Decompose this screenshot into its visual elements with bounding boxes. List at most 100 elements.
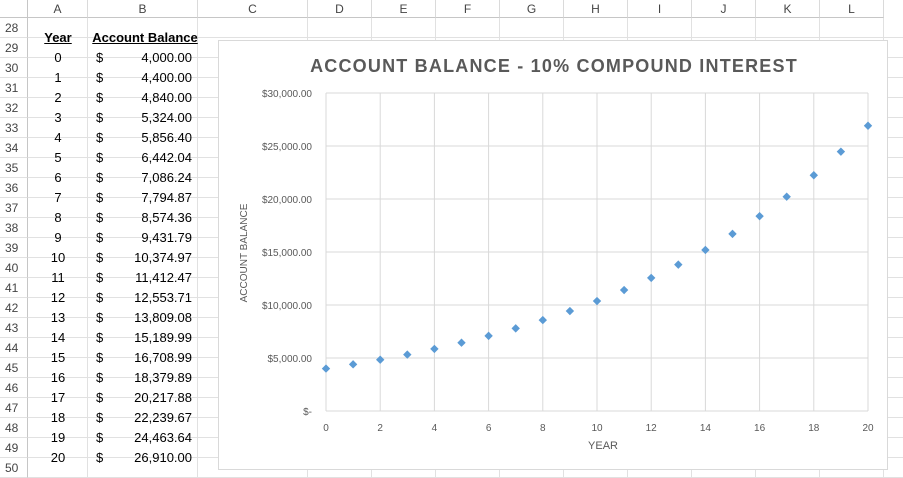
column-header-l[interactable]: L	[820, 0, 884, 18]
x-tick-label: 20	[862, 423, 874, 434]
column-header-d[interactable]: D	[308, 0, 372, 18]
column-header-c[interactable]: C	[198, 0, 308, 18]
cell-balance[interactable]: 16,708.99	[134, 350, 192, 365]
cell-year[interactable]: 14	[50, 330, 66, 345]
cell-currency-symbol: $	[96, 290, 104, 305]
cell-currency-symbol: $	[96, 350, 104, 365]
row-header-40[interactable]: 40	[0, 258, 28, 278]
select-all-corner[interactable]	[0, 0, 28, 18]
row-header-35[interactable]: 35	[0, 158, 28, 178]
cell-currency-symbol: $	[96, 150, 104, 165]
cell-balance[interactable]: 12,553.71	[134, 290, 192, 305]
data-point	[701, 245, 710, 255]
cell-balance[interactable]: 26,910.00	[134, 450, 192, 465]
row-header-32[interactable]: 32	[0, 98, 28, 118]
cell-a28-year-header[interactable]: Year	[44, 30, 72, 45]
row-header-41[interactable]: 41	[0, 278, 28, 298]
cell-currency-symbol: $	[96, 270, 104, 285]
column-header-a[interactable]: A	[28, 0, 88, 18]
row-header-43[interactable]: 43	[0, 318, 28, 338]
cell-year[interactable]: 20	[50, 450, 66, 465]
row-header-42[interactable]: 42	[0, 298, 28, 318]
row-header-44[interactable]: 44	[0, 338, 28, 358]
cell-year[interactable]: 17	[50, 390, 66, 405]
cell-year[interactable]: 0	[54, 50, 62, 65]
cell-balance[interactable]: 20,217.88	[134, 390, 192, 405]
row-header-33[interactable]: 33	[0, 118, 28, 138]
cell-year[interactable]: 9	[54, 230, 62, 245]
cell-b28-balance-header[interactable]: Account Balance	[92, 30, 198, 45]
cell-currency-symbol: $	[96, 430, 104, 445]
row-header-31[interactable]: 31	[0, 78, 28, 98]
column-header-i[interactable]: I	[628, 0, 692, 18]
y-tick-label: $5,000.00	[268, 354, 313, 365]
row-header-39[interactable]: 39	[0, 238, 28, 258]
column-header-j[interactable]: J	[692, 0, 756, 18]
cell-balance[interactable]: 7,086.24	[141, 170, 192, 185]
cell-balance[interactable]: 5,324.00	[141, 110, 192, 125]
row-header-37[interactable]: 37	[0, 198, 28, 218]
cell-year[interactable]: 1	[54, 70, 62, 85]
row-header-47[interactable]: 47	[0, 398, 28, 418]
cell-balance[interactable]: 10,374.97	[134, 250, 192, 265]
cell-year[interactable]: 7	[54, 190, 62, 205]
cell-balance[interactable]: 5,856.40	[141, 130, 192, 145]
data-point	[457, 338, 466, 347]
column-header-k[interactable]: K	[756, 0, 820, 18]
cell-balance[interactable]: 13,809.08	[134, 310, 192, 325]
row-header-28[interactable]: 28	[0, 18, 28, 38]
cell-currency-symbol: $	[96, 230, 104, 245]
row-header-49[interactable]: 49	[0, 438, 28, 458]
cell-year[interactable]: 10	[50, 250, 66, 265]
data-point	[782, 192, 791, 201]
cell-year[interactable]: 3	[54, 110, 62, 125]
column-header-h[interactable]: H	[564, 0, 628, 18]
cell-year[interactable]: 12	[50, 290, 66, 305]
row-header-50[interactable]: 50	[0, 458, 28, 478]
cell-year[interactable]: 13	[50, 310, 66, 325]
row-header-45[interactable]: 45	[0, 358, 28, 378]
cell-balance[interactable]: 4,840.00	[141, 90, 192, 105]
row-header-38[interactable]: 38	[0, 218, 28, 238]
column-header-b[interactable]: B	[88, 0, 198, 18]
scatter-chart: ACCOUNT BALANCE - 10% COMPOUND INTEREST …	[239, 56, 874, 452]
cell-year[interactable]: 6	[54, 170, 62, 185]
cell-balance[interactable]: 4,000.00	[141, 50, 192, 65]
cell-balance[interactable]: 11,412.47	[135, 270, 192, 285]
cell-currency-symbol: $	[96, 130, 104, 145]
cell-year[interactable]: 15	[50, 350, 66, 365]
cell-year[interactable]: 16	[50, 370, 66, 385]
cell-year[interactable]: 4	[54, 130, 62, 145]
cell-balance[interactable]: 8,574.36	[141, 210, 192, 225]
x-tick-label: 16	[754, 423, 766, 434]
column-header-e[interactable]: E	[372, 0, 436, 18]
data-point	[674, 260, 683, 269]
y-tick-label: $30,000.00	[262, 89, 312, 100]
row-header-34[interactable]: 34	[0, 138, 28, 158]
cell-balance[interactable]: 22,239.67	[134, 410, 192, 425]
cell-balance[interactable]: 4,400.00	[141, 70, 192, 85]
chart-area[interactable]: ACCOUNT BALANCE - 10% COMPOUND INTEREST …	[218, 40, 888, 470]
cell-year[interactable]: 11	[51, 270, 65, 285]
cell-balance[interactable]: 7,794.87	[141, 190, 192, 205]
cell-year[interactable]: 2	[54, 90, 62, 105]
cell-balance[interactable]: 18,379.89	[134, 370, 192, 385]
row-header-48[interactable]: 48	[0, 418, 28, 438]
cell-year[interactable]: 19	[50, 430, 66, 445]
row-header-46[interactable]: 46	[0, 378, 28, 398]
row-header-36[interactable]: 36	[0, 178, 28, 198]
column-gridline	[197, 18, 198, 478]
column-header-f[interactable]: F	[436, 0, 500, 18]
cell-balance[interactable]: 24,463.64	[134, 430, 192, 445]
column-header-g[interactable]: G	[500, 0, 564, 18]
cell-currency-symbol: $	[96, 110, 104, 125]
cell-year[interactable]: 8	[54, 210, 62, 225]
x-tick-label: 14	[700, 423, 712, 434]
cell-balance[interactable]: 6,442.04	[141, 150, 192, 165]
cell-year[interactable]: 18	[50, 410, 66, 425]
row-header-29[interactable]: 29	[0, 38, 28, 58]
cell-year[interactable]: 5	[54, 150, 62, 165]
cell-balance[interactable]: 15,189.99	[134, 330, 192, 345]
row-header-30[interactable]: 30	[0, 58, 28, 78]
cell-balance[interactable]: 9,431.79	[141, 230, 192, 245]
